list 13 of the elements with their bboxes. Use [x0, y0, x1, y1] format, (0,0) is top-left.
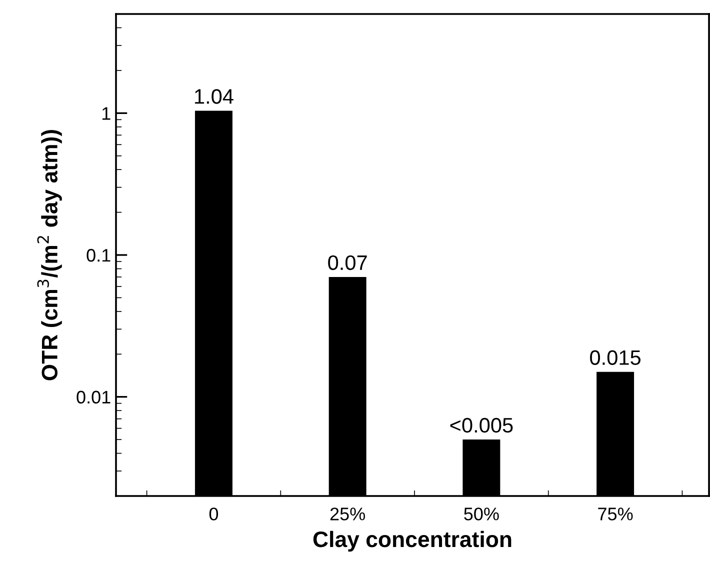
- x-tick-label: 50%: [464, 508, 499, 520]
- data-label: 0.07: [328, 255, 367, 270]
- x-tick-label: 25%: [330, 508, 366, 520]
- x-axis-title: Clay concentration: [313, 530, 512, 552]
- x-tick-label: 75%: [598, 508, 633, 520]
- data-label: <0.005: [450, 418, 513, 433]
- y-tick-label: 0.01: [76, 390, 110, 404]
- y-axis-title: OTR (cm$^{3}$/(m$^{2}$ day atm)): [37, 130, 62, 380]
- y-tick-label: 1: [102, 107, 110, 120]
- data-label: 1.04: [195, 89, 234, 104]
- y-tick-label: 0.1: [86, 248, 110, 262]
- data-label: 0.015: [590, 350, 640, 365]
- x-tick-label: 0: [209, 508, 218, 520]
